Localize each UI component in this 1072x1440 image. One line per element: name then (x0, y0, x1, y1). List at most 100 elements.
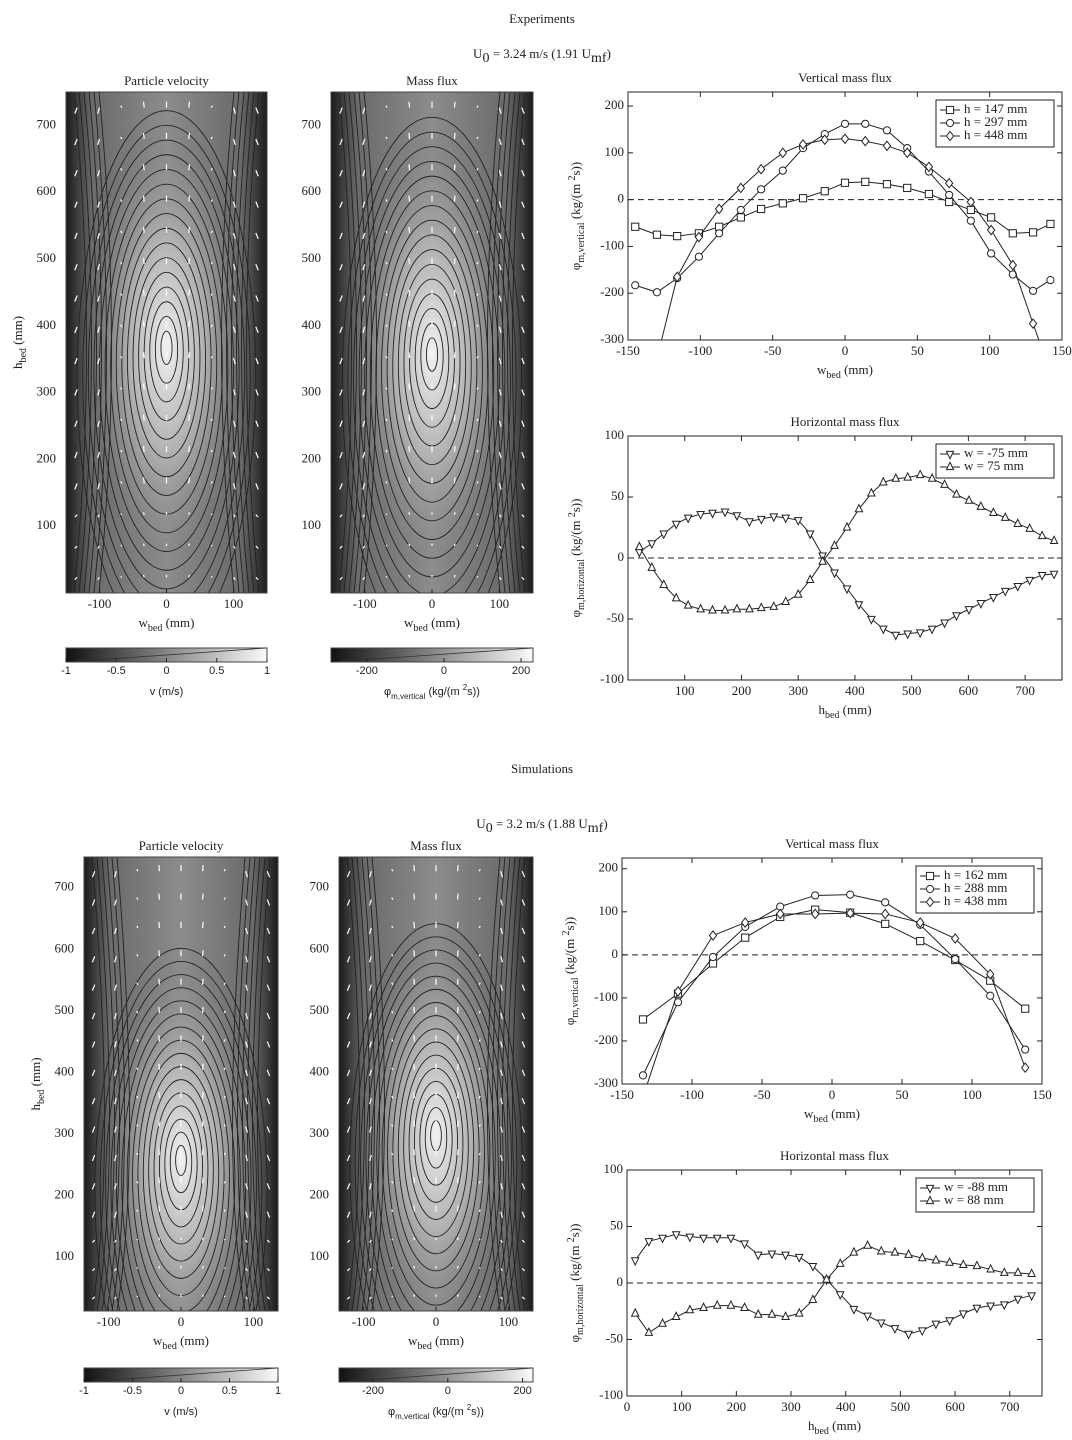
marker (644, 1327, 654, 1336)
contour-line (93, 92, 107, 593)
vector-arrow (97, 451, 101, 459)
vector-arrow (255, 326, 259, 334)
marker (863, 1239, 872, 1249)
marker (882, 180, 892, 189)
marker (964, 494, 974, 504)
marker (842, 585, 852, 595)
contour-line (381, 219, 483, 522)
vector-arrow (74, 263, 78, 271)
marker (769, 513, 779, 523)
y-tick-label: 200 (302, 450, 322, 465)
y-tick-label: 500 (55, 1002, 75, 1017)
contour-line (487, 857, 501, 1311)
vector-arrow (453, 574, 456, 578)
vector-arrow (158, 893, 161, 900)
vector-arrow (476, 105, 479, 108)
marker (741, 933, 750, 942)
marker (699, 1234, 708, 1244)
vector-arrow (413, 1063, 416, 1070)
x-tick-label: 700 (1000, 1399, 1020, 1414)
marker (925, 1184, 935, 1194)
vector-arrow (385, 418, 388, 422)
vector-arrow (391, 982, 394, 985)
marker (798, 194, 808, 203)
vector-arrow (362, 576, 366, 581)
marker (671, 520, 681, 530)
marker (793, 588, 803, 598)
y-tick-label: 100 (55, 1248, 75, 1263)
series-line (634, 1245, 1032, 1334)
vector-arrow (391, 1181, 394, 1184)
vector-arrow (201, 1294, 204, 1297)
contour-line (82, 124, 251, 593)
y-tick-label: 100 (302, 517, 322, 532)
vector-arrow (120, 324, 123, 328)
y-tick-label: -200 (594, 1032, 618, 1047)
vector-arrow (113, 1211, 117, 1218)
vector-arrow (500, 1239, 503, 1243)
vector-arrow (136, 1067, 139, 1071)
vector-arrow (385, 105, 388, 108)
section-subtitle-part: ) (607, 46, 611, 61)
vector-arrow (113, 956, 117, 963)
marker (694, 231, 704, 243)
x-tick-label: 100 (675, 683, 695, 698)
vector-arrow (232, 232, 236, 240)
contour-line (361, 857, 375, 1311)
vector-arrow (500, 899, 504, 906)
vector-arrow (255, 201, 259, 208)
marker (696, 510, 706, 520)
contour-line (397, 1041, 475, 1255)
vector-arrow (97, 232, 101, 240)
marker (673, 232, 682, 241)
vector-arrow (521, 1154, 526, 1162)
y-axis-label-part: φ (567, 1335, 582, 1343)
vector-arrow (476, 230, 479, 234)
vector-arrow (521, 1268, 526, 1272)
marker (740, 917, 750, 928)
vector-arrow (142, 320, 145, 327)
vector-arrow (385, 324, 388, 328)
vector-arrow (498, 170, 502, 177)
vector-arrow (368, 1126, 372, 1133)
x-tick-label: 500 (891, 1399, 911, 1414)
vector-arrow (456, 1237, 459, 1241)
contour-line (487, 92, 501, 593)
vector-arrow (158, 921, 161, 928)
vector-arrow (391, 1209, 394, 1212)
y-axis-label-part: m,vertical (576, 222, 587, 262)
contour-line (247, 857, 261, 1311)
marker (891, 631, 901, 641)
vector-arrow (266, 1126, 271, 1133)
section-subtitle-part: mf (588, 821, 604, 836)
contour-line (507, 92, 521, 593)
vector-arrow (245, 899, 249, 906)
vector-arrow (120, 481, 123, 484)
y-tick-label: -100 (600, 237, 624, 252)
y-axis-label-part: φ (568, 610, 583, 618)
contour-line (403, 278, 461, 447)
contour-line (236, 92, 250, 593)
legend-label: h = 288 mm (944, 880, 1007, 895)
section-subtitle-part: = 3.24 m/s (1.91 U (489, 46, 591, 61)
vector-arrow (245, 1012, 249, 1020)
marker (708, 509, 717, 519)
marker (659, 530, 669, 540)
section-title: Experiments (509, 11, 575, 26)
marker (781, 1311, 790, 1320)
x-tick-label: -100 (688, 343, 712, 358)
x-tick-label: -100 (680, 1087, 704, 1102)
vector-arrow (521, 984, 526, 991)
marker (744, 518, 754, 528)
vector-arrow (74, 576, 78, 581)
vector-arrow (456, 1148, 459, 1155)
vector-arrow (498, 514, 502, 518)
x-axis-label-part: w (817, 362, 827, 377)
vector-arrow (346, 1126, 351, 1133)
vector-arrow (408, 383, 411, 390)
vector-arrow (368, 871, 372, 878)
marker (945, 1256, 955, 1266)
y-axis-label-part: m,vertical (570, 977, 581, 1017)
vector-arrow (210, 324, 213, 328)
